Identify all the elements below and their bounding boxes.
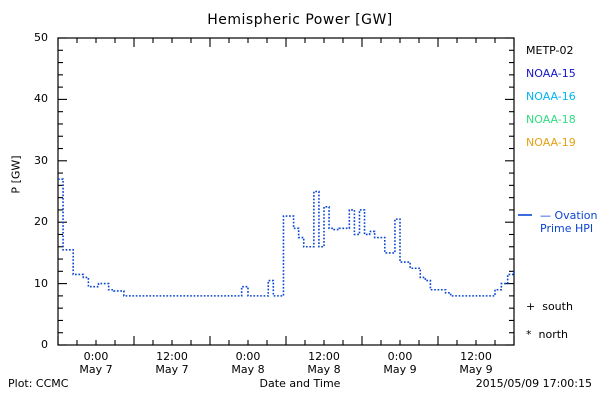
x-tick-group: 12:00 May 8: [279, 350, 369, 376]
x-tick-date: May 7: [155, 363, 189, 376]
y-tick-label: 0: [41, 338, 48, 351]
x-tick-date: May 9: [383, 363, 417, 376]
x-tick-time: 12:00: [308, 350, 340, 363]
legend-ovation-label: — Ovation Prime HPI: [540, 209, 597, 235]
x-tick-time: 0:00: [83, 350, 109, 363]
x-tick-date: May 8: [231, 363, 265, 376]
legend-item-noaa-15[interactable]: NOAA-15: [526, 67, 576, 80]
legend-ovation-line1: — Ovation: [540, 209, 598, 222]
x-tick-group: 0:00 May 9: [355, 350, 445, 376]
x-tick-time: 12:00: [460, 350, 492, 363]
y-tick-label: 20: [34, 215, 48, 229]
x-tick-group: 12:00 May 9: [431, 350, 521, 376]
y-tick-label: 10: [34, 276, 48, 290]
x-tick-group: 0:00 May 7: [51, 350, 141, 376]
x-tick-date: May 9: [459, 363, 493, 376]
x-tick-time: 0:00: [235, 350, 261, 363]
legend-item-noaa-19[interactable]: NOAA-19: [526, 136, 576, 149]
x-tick-time: 0:00: [387, 350, 413, 363]
timestamp: 2015/05/09 17:00:15: [475, 377, 592, 390]
legend-item-noaa-18[interactable]: NOAA-18: [526, 113, 576, 126]
x-axis-label: Date and Time: [259, 377, 341, 390]
legend-item-metp-02[interactable]: METP-02: [526, 44, 574, 57]
x-tick-group: 0:00 May 8: [203, 350, 293, 376]
x-tick-date: May 7: [79, 363, 113, 376]
y-tick-label: 50: [34, 31, 48, 44]
legend-marker-south: + south: [526, 300, 573, 313]
x-tick-date: May 8: [307, 363, 341, 376]
legend-ovation-line2: Prime HPI: [540, 222, 594, 235]
series-line-0: [58, 178, 515, 297]
y-tick-label: 40: [34, 92, 48, 106]
x-tick-group: 12:00 May 7: [127, 350, 217, 376]
legend-item-noaa-16[interactable]: NOAA-16: [526, 90, 576, 103]
x-tick-time: 12:00: [156, 350, 188, 363]
legend-marker-north: * north: [526, 328, 569, 341]
chart-title: Hemispheric Power [GW]: [207, 12, 393, 28]
plot-credit: Plot: CCMC: [8, 377, 69, 390]
y-tick-label: 30: [34, 153, 48, 167]
plot-frame: [57, 37, 515, 346]
